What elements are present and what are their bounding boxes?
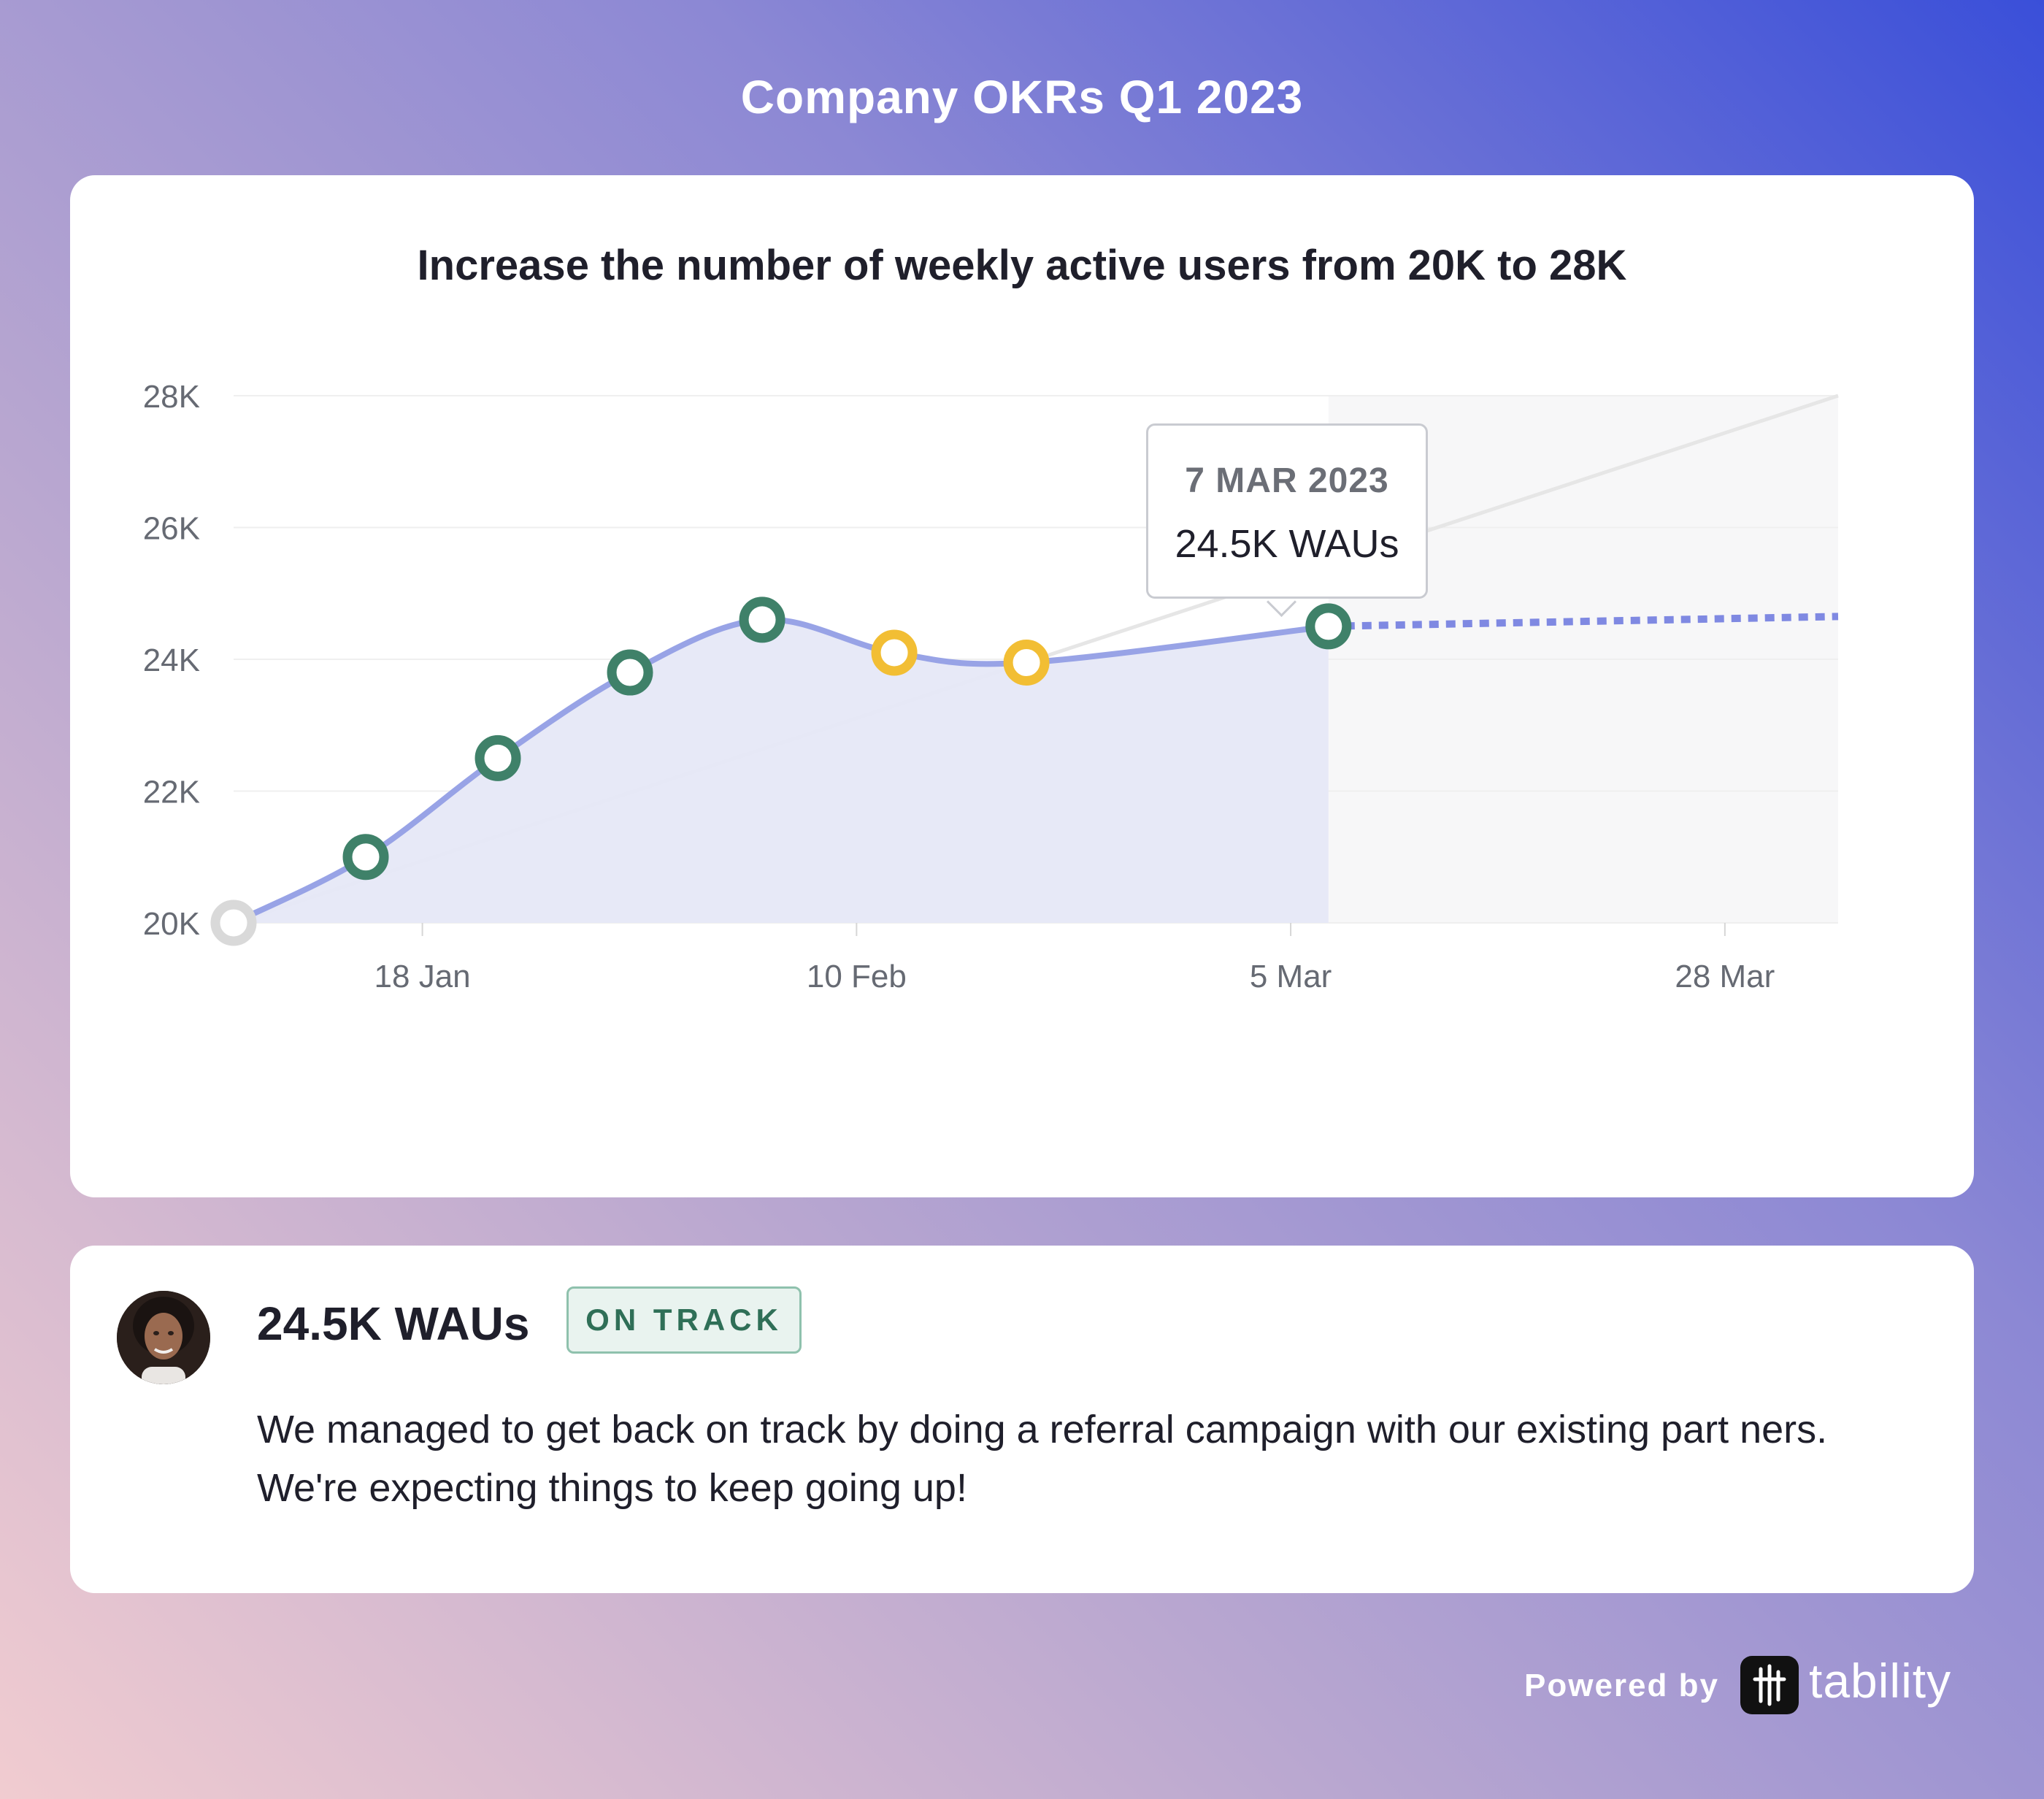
data-point-start [210,900,257,946]
data-point-on-track [607,649,653,696]
chart-card: Increase the number of weekly active use… [70,175,1974,1197]
tooltip-date: 7 MAR 2023 [1185,461,1389,500]
y-tick-label: 24K [143,642,200,678]
x-tick-label: 18 Jan [374,959,471,994]
data-point-at-risk [871,629,918,676]
data-point-at-risk [1003,640,1050,686]
chart: 20K 22K 24K 26K 28K 18 Jan 10 Feb 5 Mar 28 Mar [143,379,1839,994]
data-point-on-track [1305,603,1352,650]
actual-area [234,619,1329,923]
update-text: We managed to get back on track by doing… [257,1408,1828,1510]
update-value: 24.5K WAUs [257,1297,530,1350]
tooltip-value: 24.5K WAUs [1175,522,1399,566]
x-tick-label: 5 Mar [1250,959,1332,994]
y-tick-label: 28K [143,379,200,415]
y-tick-label: 20K [143,906,200,942]
data-point-on-track [342,834,389,881]
avatar [117,1291,210,1384]
brand-name[interactable]: tability [1809,1654,1952,1708]
chart-title: Increase the number of weekly active use… [417,242,1627,289]
tability-logo-icon[interactable] [1740,1656,1799,1714]
x-tick-label: 10 Feb [807,959,907,994]
page-title: Company OKRs Q1 2023 [740,71,1304,123]
powered-by-label: Powered by [1524,1668,1719,1703]
update-card: 24.5K WAUs ON TRACK We managed to get ba… [70,1246,1974,1593]
chart-tooltip: 7 MAR 2023 24.5K WAUs [1146,423,1428,599]
y-tick-label: 22K [143,775,200,810]
y-tick-label: 26K [143,511,200,547]
status-badge: ON TRACK [566,1286,802,1354]
projection-line [1328,613,1839,630]
data-point-on-track [474,734,521,781]
avatar-portrait-icon [117,1291,210,1384]
data-point-on-track [739,597,785,643]
x-tick-label: 28 Mar [1675,959,1775,994]
